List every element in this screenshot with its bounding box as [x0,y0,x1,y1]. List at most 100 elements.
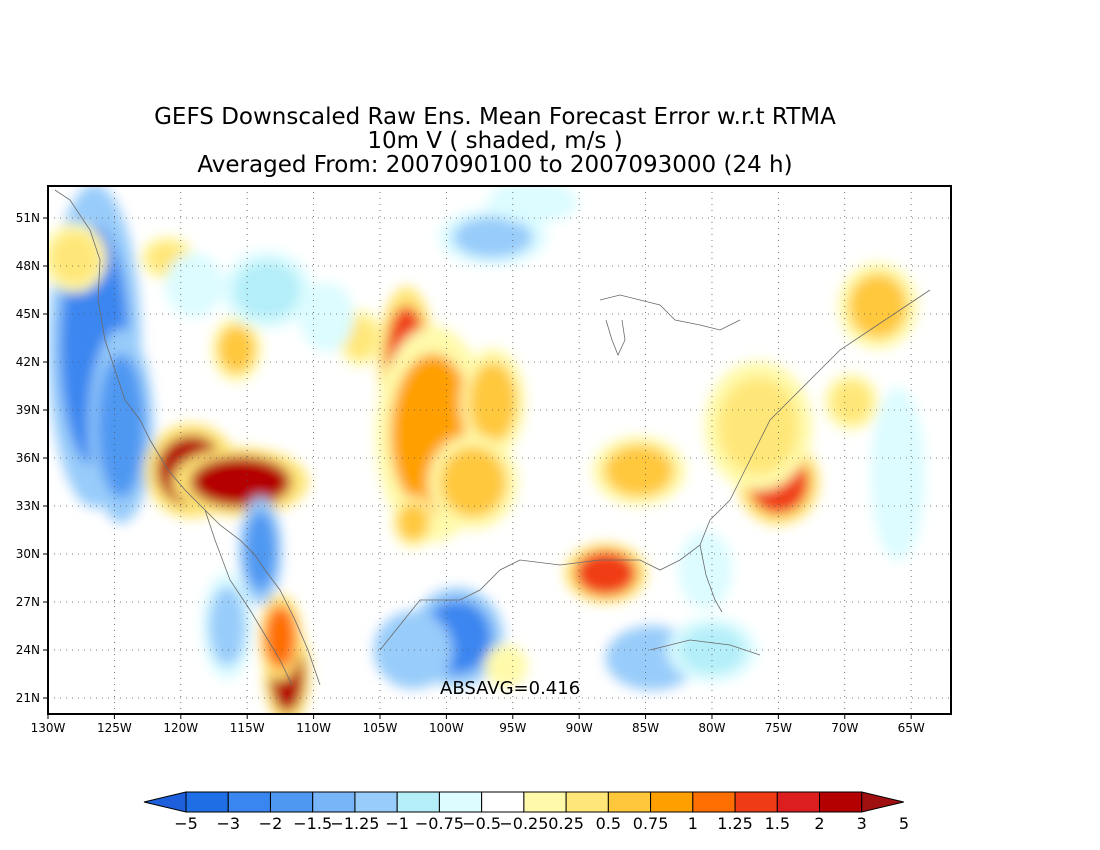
x-tick-label: 70W [831,721,858,735]
anomaly-core [264,605,297,670]
great-lakes-line [599,294,741,331]
anomaly-core [831,381,872,423]
x-tick-label: 120W [163,721,198,735]
anomaly-33 [870,387,925,561]
title-line-1: GEFS Downscaled Raw Ens. Mean Forecast E… [154,104,836,130]
colorbar-tick-label: 5 [899,814,909,833]
anomaly-28 [165,252,223,318]
colorbar-tick-label: −2 [259,814,283,833]
colorbar-tick-label: 0.25 [548,814,584,833]
coastline [54,189,931,686]
y-tick-label: 30N [16,547,40,561]
anomaly-core [877,410,918,538]
anomaly-15 [373,611,453,689]
anomaly-core [490,650,523,682]
x-tick-label: 90W [566,721,593,735]
y-axis: 21N 24N 27N 30N 33N 36N 39N 42N 45N 48N 51N [16,211,48,705]
colorbar-tick-label: 2 [814,814,824,833]
x-tick-label: 110W [296,721,331,735]
y-tick-label: 24N [16,643,40,657]
anomaly-34 [391,496,435,548]
anomaly-7 [258,594,302,681]
x-tick-label: 80W [698,721,725,735]
anomaly-core [575,550,637,596]
lake-michigan-line [605,319,626,357]
colorbar-tick-label: −1.25 [330,814,379,833]
anomaly-12 [460,348,526,456]
anomaly-core [499,186,566,218]
colorbar-tick-label: −5 [174,814,198,833]
colorbar-box [354,791,398,813]
anomaly-core [50,232,99,284]
anomaly-core [678,626,746,674]
anomaly-25 [439,209,547,266]
colorbar-box [269,791,314,813]
colorbar-box [565,791,609,813]
east-coast-line [729,289,931,501]
x-tick-label: 105W [363,721,398,735]
colorbar-tick-label: −1.5 [293,814,332,833]
anomaly-core [244,510,277,591]
anomaly-5 [172,447,309,517]
colorbar-box [481,791,525,813]
y-tick-label: 21N [16,691,40,705]
anomaly-21 [824,373,879,431]
x-tick-label: 95W [499,721,526,735]
colorbar-tick-label: −3 [216,814,240,833]
map-frame [47,185,952,715]
colorbar-box [776,791,821,813]
anomaly-20 [838,262,918,350]
x-tick-label: 85W [632,721,659,735]
anomaly-13 [428,434,518,530]
anomaly-core [172,261,216,310]
anomaly-19 [592,436,686,506]
baja-line [204,509,293,686]
anomaly-26 [487,186,578,224]
x-tick-label: 130W [31,721,66,735]
anomaly-core [233,261,301,319]
colorbar-tick-label: −1 [385,814,409,833]
colorbar-box [312,791,356,813]
anomaly-16 [564,542,647,604]
colorbar: −5 −3 −2 −1.5−1.25 −1 −0.75−0.5−0.25 0.25 0.5 0.… [143,791,909,833]
y-tick-label: 42N [16,355,40,369]
colorbar-box [650,791,694,813]
colorbar-tick-label: 1 [688,814,698,833]
absavg-label: ABSAVG=0.416 [440,678,580,699]
colorbar-tick-label: 1.25 [717,814,753,833]
y-tick-label: 36N [16,451,40,465]
anomaly-35 [484,644,528,688]
gulf-coast-line [379,499,731,651]
map-panel: 130W 125W 120W 115W 110W 105W 100W 95W 90W 85W 80W… [16,185,952,735]
anomaly-27 [222,251,312,329]
anomaly-core [306,291,347,343]
x-tick-label: 100W [429,721,464,735]
anomaly-core [604,445,674,497]
colorbar-tick-label: 1.5 [765,814,790,833]
colorbar-box [227,791,271,813]
colorbar-box [523,791,567,813]
anomaly-22 [211,316,262,382]
colorbar-box [819,791,863,813]
colorbar-box [734,791,778,813]
y-tick-label: 33N [16,499,40,513]
anomaly-8 [238,496,282,605]
anomaly-core [848,274,908,338]
anomaly-29 [299,282,354,352]
title-line-2: 10m V ( shaded, m/s ) [367,128,622,154]
colorbar-tick-label: −0.75 [415,814,464,833]
colorbar-tick-label: 0.5 [596,814,621,833]
anomaly-core [439,446,507,518]
x-tick-label: 125W [97,721,132,735]
anomaly-31 [667,617,757,683]
y-tick-label: 27N [16,595,40,609]
florida-line [699,544,723,613]
anomaly-2 [88,328,154,524]
colorbar-box [607,791,652,813]
anomaly-9 [202,572,253,680]
anomaly-core [397,502,430,542]
x-tick-label: 65W [898,721,925,735]
anomaly-core [208,586,246,666]
anomaly-core [718,378,799,474]
